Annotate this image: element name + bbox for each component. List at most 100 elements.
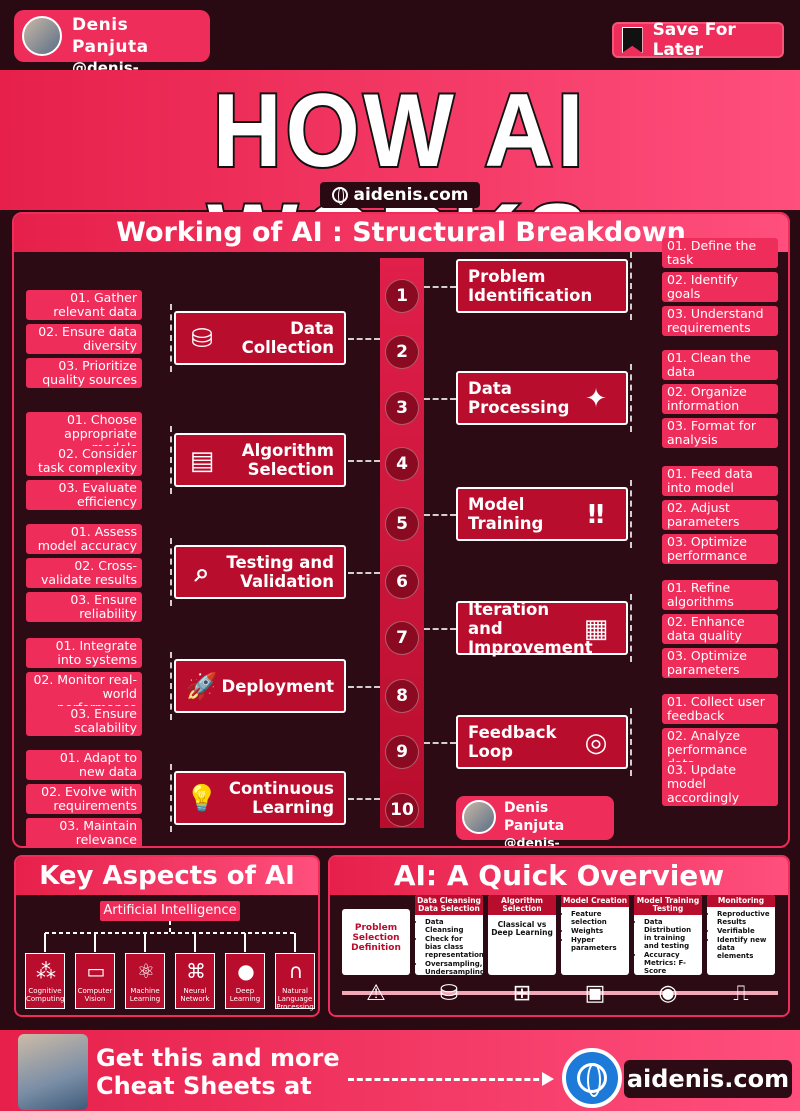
exclamation-icon: ‼ (587, 499, 605, 530)
avatar (22, 16, 62, 56)
aspect-label: Neural Network (180, 987, 210, 1003)
bookmark-icon (622, 27, 643, 53)
footer-avatar (18, 1034, 88, 1110)
aspect-deep-learning[interactable]: ● Deep Learning (225, 953, 265, 1009)
key-aspects-panel: Key Aspects of AI Artificial Intelligenc… (14, 855, 320, 1017)
sub-item: 03. Prioritize quality sources (26, 358, 142, 388)
step-connector (348, 686, 380, 688)
rocket-icon: 🚀 (185, 671, 219, 702)
step-data-collection[interactable]: ⛁ Data Collection (174, 311, 346, 365)
step-label: Algorithm Selection (241, 441, 334, 479)
magnifier-icon: ⌕ (194, 557, 210, 588)
overview-step-icon: ⎍ (733, 981, 749, 1006)
sub-item: 03. Ensure scalability (26, 706, 142, 736)
avatar (462, 800, 496, 834)
step-data-processing[interactable]: ✦ Data Processing (456, 371, 628, 425)
save-for-later-button[interactable]: Save For Later (612, 20, 784, 60)
overview-bullet: Verifiable (717, 927, 772, 935)
overview-card: MonitoringReproductive ResultsVerifiable… (707, 895, 775, 975)
sub-bracket (144, 764, 172, 832)
step-testing-and-validation[interactable]: ⌕ Testing and Validation (174, 545, 346, 599)
aspect-label: Deep Learning (229, 987, 261, 1003)
database-icon: ⛁ (191, 323, 213, 354)
header: Denis Panjuta @denis-panjuta Save For La… (0, 0, 800, 97)
overview-flow-arrow (342, 991, 778, 995)
overview-card-bullets: Data CleansingCheck for bias class repre… (415, 915, 483, 975)
sub-item: 03. Understand requirements (662, 306, 778, 336)
step-label: Feedback Loop (468, 723, 557, 761)
sub-item: 03. Optimize parameters (662, 648, 778, 678)
author-badge[interactable]: Denis Panjuta @denis-panjuta (14, 10, 210, 97)
step-model-training[interactable]: ‼ Model Training (456, 487, 628, 541)
overview-bullet: Oversampling, Undersampling (425, 960, 483, 975)
structural-breakdown-section: Working of AI : Structural Breakdown 1 2 3… (12, 212, 790, 848)
sub-item: 01. Integrate into systems (26, 638, 142, 668)
overview-title: AI: A Quick Overview (330, 857, 788, 895)
step-feedback-loop[interactable]: ◎ Feedback Loop (456, 715, 628, 769)
globe-icon (562, 1048, 622, 1108)
sub-bracket (630, 252, 660, 320)
aspect-icon: ∩ (288, 959, 304, 983)
overview-bullet: Hyper parameters (571, 936, 626, 952)
sub-item: 02. Enhance data quality (662, 614, 778, 644)
footer-url-link[interactable]: aidenis.com (624, 1060, 792, 1098)
aspect-icon: ⁂ (36, 959, 56, 983)
aspect-computer-vision[interactable]: ▭ Computer Vision (75, 953, 115, 1009)
sub-item: 02. Organize information (662, 384, 778, 414)
step-problem-identification[interactable]: Problem Identification (456, 259, 628, 313)
overview-card-title: Monitoring (707, 895, 775, 907)
step-number-8: 8 (385, 679, 419, 713)
overview-card-bullets: Reproductive ResultsVerifiableIdentify n… (707, 907, 775, 960)
overview-step-icon: ⚠ (366, 981, 386, 1006)
step-number-1: 1 (385, 279, 419, 313)
overview-card-bullets: Data Distribution in training and testin… (634, 915, 702, 975)
quick-overview-panel: AI: A Quick Overview Problem Selection D… (328, 855, 790, 1017)
globe-icon (331, 187, 348, 205)
author-name: Denis Panjuta (72, 15, 149, 57)
sub-bracket (144, 304, 172, 372)
overview-step-icon: ⛁ (439, 981, 459, 1006)
step-label: Deployment (221, 676, 334, 696)
step-number-7: 7 (385, 621, 419, 655)
overview-card: Data Cleansing Data SelectionData Cleans… (415, 895, 483, 975)
aspect-icon: ⚛ (137, 959, 155, 983)
overview-card-bullets: Feature selectionWeightsHyper parameters (561, 907, 629, 952)
ai-root-label: Artificial Intelligence (100, 901, 240, 921)
step-number-2: 2 (385, 335, 419, 369)
overview-card: Model Training Testing Data Distribution … (634, 895, 702, 975)
step-iteration-and-improvement[interactable]: ▦ Iteration and Improvement (456, 600, 628, 657)
overview-step-icon: ⊞ (512, 981, 532, 1006)
step-label: Data Processing (468, 379, 570, 417)
sub-bracket (630, 708, 660, 776)
step-connector (348, 572, 380, 574)
aspect-machine-learning[interactable]: ⚛ Machine Learning (125, 953, 165, 1009)
author-name: Denis Panjuta (504, 800, 565, 834)
sub-item: 02. Cross-validate results (26, 558, 142, 588)
aspect-neural-network[interactable]: ⌘ Neural Network (175, 953, 215, 1009)
sub-item: 02. Evolve with requirements (26, 784, 142, 814)
site-link[interactable]: aidenis.com (320, 182, 480, 208)
sub-bracket (630, 480, 660, 548)
aspect-natural-language-processing[interactable]: ∩ Natural Language Processing (275, 953, 315, 1011)
sub-item: 03. Update model accordingly (662, 762, 778, 806)
step-deployment[interactable]: 🚀 Deployment (174, 659, 346, 713)
sub-item: 02. Identify goals (662, 272, 778, 302)
sub-item: 01. Gather relevant data (26, 290, 142, 320)
sub-bracket (144, 652, 172, 720)
footer-banner: Get this and more Cheat Sheets at aideni… (0, 1030, 800, 1111)
target-icon: ◎ (584, 727, 608, 758)
tree-connector (44, 921, 296, 952)
step-connector (424, 514, 456, 516)
step-algorithm-selection[interactable]: ▤ Algorithm Selection (174, 433, 346, 487)
author-badge-secondary[interactable]: Denis Panjuta @denis-panjuta (456, 796, 614, 846)
overview-card-text: Problem Selection Definition (351, 923, 401, 953)
step-connector (424, 742, 456, 744)
overview-bullet: Weights (571, 927, 626, 935)
aspect-label: Cognitive Computing (26, 987, 65, 1003)
step-continuous-learning[interactable]: 💡 Continuous Learning (174, 771, 346, 825)
sub-item: 01. Collect user feedback (662, 694, 778, 724)
aspect-cognitive-computing[interactable]: ⁂ Cognitive Computing (25, 953, 65, 1009)
aspect-icon: ● (237, 959, 255, 983)
sub-item: 01. Assess model accuracy (26, 524, 142, 554)
step-number-9: 9 (385, 735, 419, 769)
